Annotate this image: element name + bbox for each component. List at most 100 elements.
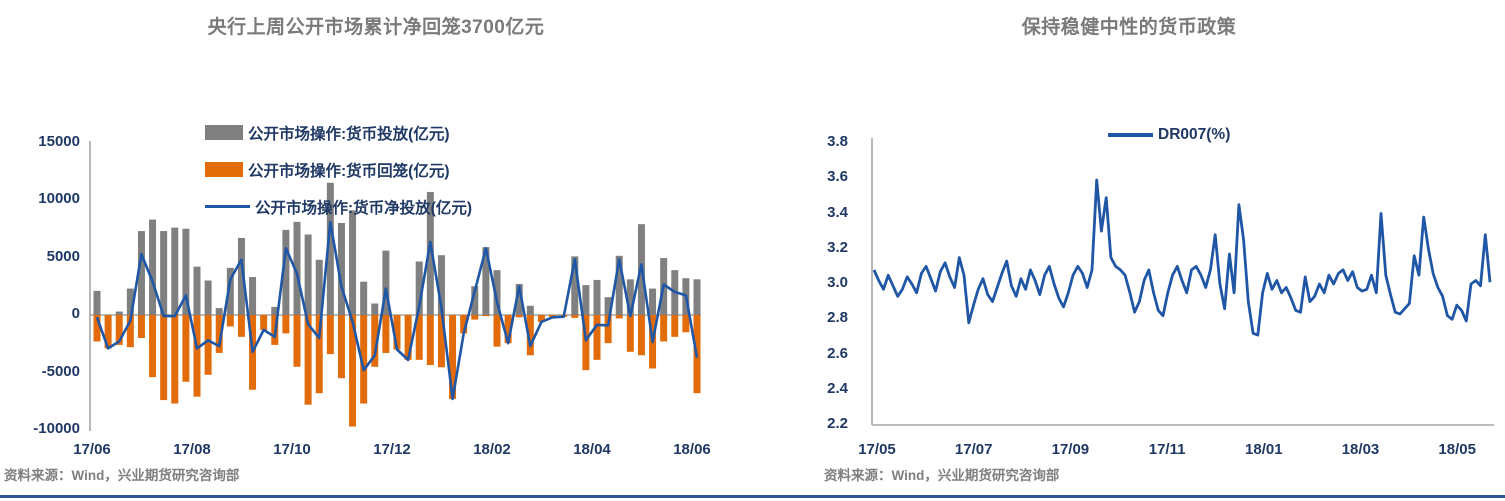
injection-bar [271,306,279,315]
withdrawal-bar [415,315,423,360]
injection-bar [93,290,101,315]
injection-bar [582,285,590,315]
withdrawal-bar [226,315,234,327]
y-tick-label: 2.6 [827,344,848,362]
withdrawal-bar [193,315,201,397]
legend-item: 公开市场操作:货币净投放(亿元) [205,188,472,225]
y-tick-label: 0 [71,305,80,322]
withdrawal-bar [93,315,101,342]
injection-bar [371,303,379,315]
y-tick-label: 3.6 [827,168,848,186]
dr007-legend-label: DR007(%) [1158,126,1231,143]
net-injection-line [95,220,699,401]
injection-bar [149,219,157,315]
injection-bar [415,261,423,315]
injection-bar [337,223,345,315]
withdrawal-bar [171,315,179,404]
injection-bar [171,227,179,315]
injection-bar [204,280,212,315]
left-source-note: 资料来源：Wind，兴业期货研究咨询部 [4,468,240,483]
injection-bar [137,231,145,315]
x-tick-label: 17/09 [1051,441,1090,458]
injection-bar [593,279,601,315]
injection-bar [304,234,312,315]
injection-bar [626,279,634,315]
injection-bar [382,250,390,315]
x-tick-label: 18/03 [1341,441,1380,458]
y-tick-label: 2.4 [827,379,848,397]
x-tick-label: 17/06 [73,441,111,458]
legend-bar-swatch [205,125,243,140]
injection-bar [315,259,323,315]
withdrawal-bar [593,315,601,360]
legend-item: 公开市场操作:货币投放(亿元) [205,114,472,151]
legend-item: 公开市场操作:货币回笼(亿元) [205,151,472,188]
withdrawal-bar [626,315,634,352]
right-chart-panel: 保持稳健中性的货币政策 DR007(%) 3.8 3.6 3.4 3.2 3.0 2.8 2… [753,0,1505,501]
withdrawal-bar [304,315,312,405]
injection-bar [437,255,445,315]
withdrawal-bar [515,315,523,318]
right-chart-legend: DR007(%) [1108,126,1230,144]
withdrawal-bar [493,315,501,347]
withdrawal-bar [237,315,245,337]
injection-bar [215,308,223,315]
x-tick-label: 18/04 [573,441,611,458]
withdrawal-bar [471,315,479,320]
withdrawal-bar [460,315,468,334]
y-tick-label: 3.4 [827,203,848,221]
injection-bar [493,270,501,315]
injection-bar [349,210,357,315]
x-tick-label: 17/05 [858,441,896,458]
x-tick-label: 18/06 [673,441,711,458]
y-tick-label: 2.8 [827,309,848,327]
withdrawal-bar [104,315,112,349]
injection-bar [326,182,334,315]
withdrawal-bar [504,315,512,344]
injection-bar [293,221,301,315]
withdrawal-bar [637,315,645,356]
withdrawal-bar [604,315,612,344]
y-tick-label: 3.2 [827,238,848,256]
injection-bar [126,288,134,315]
injection-bar [160,231,168,315]
y-tick-label: 10000 [38,190,80,207]
withdrawal-bar [337,315,345,379]
left-chart-plot [89,141,701,431]
withdrawal-bar [315,315,323,394]
y-tick-label: 2.2 [827,415,848,432]
x-tick-label: 17/10 [273,441,311,458]
withdrawal-bar [160,315,168,401]
withdrawal-bar [115,315,123,345]
withdrawal-bar [215,315,223,353]
injection-bar [426,191,434,315]
withdrawal-bar [126,315,134,348]
withdrawal-bar [182,315,190,382]
injection-bar [249,277,257,315]
withdrawal-bar [404,315,412,360]
withdrawal-bar [615,315,623,319]
right-chart-title: 保持稳健中性的货币政策 [1021,17,1237,38]
withdrawal-bar [393,315,401,350]
y-tick-label: -5000 [41,362,80,380]
x-tick-label: 17/11 [1148,441,1186,458]
x-tick-label: 18/05 [1438,441,1476,458]
withdrawal-bar [537,315,545,322]
injection-bar [471,286,479,315]
dr007-line [872,178,1492,337]
withdrawal-bar [371,315,379,367]
legend-item-label: 公开市场操作:货币回笼(亿元) [248,162,450,180]
legend-bar-swatch [205,162,243,177]
left-chart-legend: 公开市场操作:货币投放(亿元) 公开市场操作:货币回笼(亿元) 公开市场操作:货币净… [205,114,472,225]
injection-bar [282,229,290,315]
injection-bar [115,311,123,315]
injection-bar [615,255,623,315]
legend-item-label: 公开市场操作:货币投放(亿元) [248,125,450,143]
withdrawal-bar [571,315,579,318]
withdrawal-bar [526,315,534,356]
x-tick-label: 17/07 [954,441,993,458]
injection-bar [360,281,368,315]
injection-bar [526,305,534,315]
y-tick-label: 3.8 [827,133,848,150]
injection-bar [515,283,523,315]
